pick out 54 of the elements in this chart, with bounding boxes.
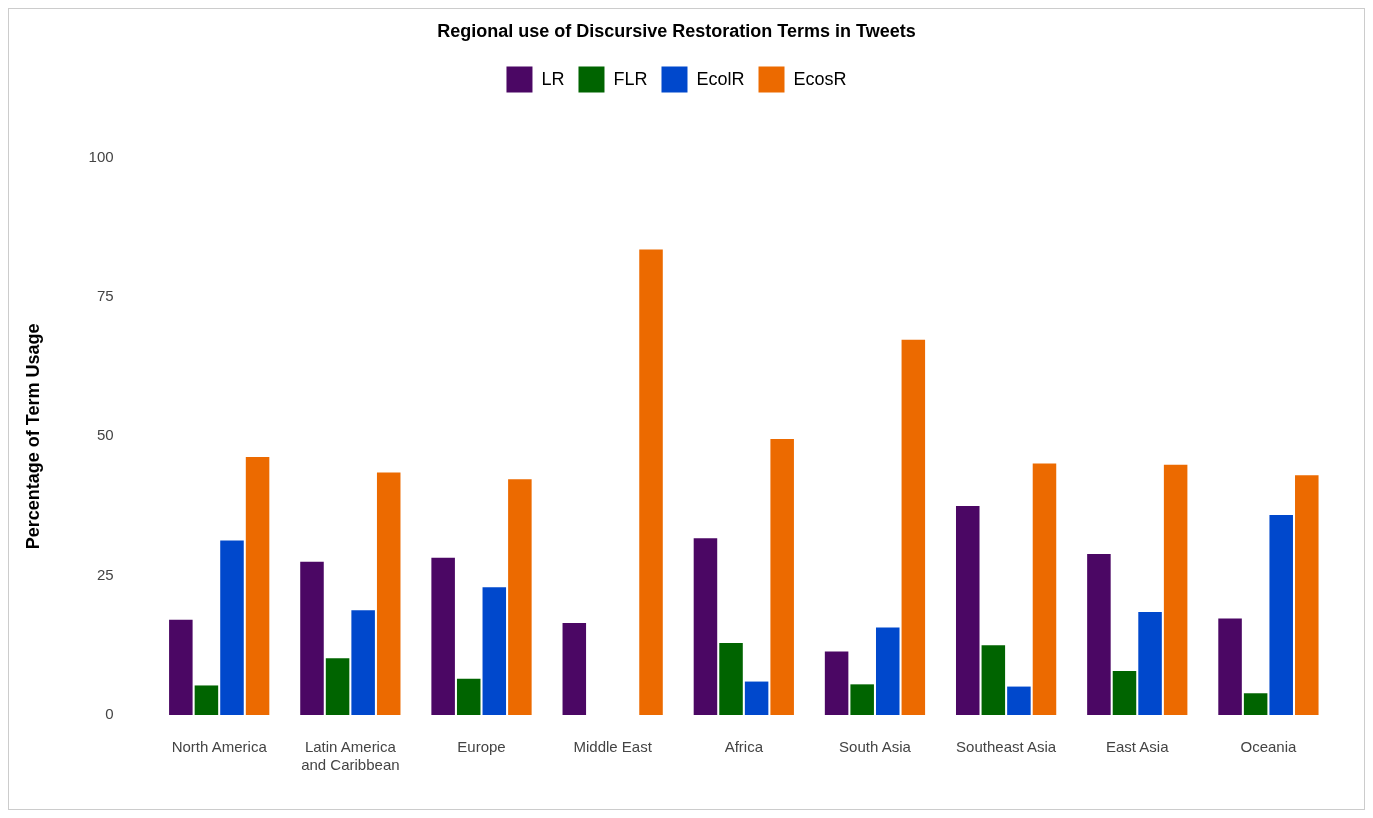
bar	[744, 681, 769, 715]
bar	[901, 339, 926, 715]
y-tick-label: 75	[96, 287, 114, 305]
bar	[1218, 618, 1242, 715]
legend-label: LR	[541, 68, 565, 89]
y-tick-label: 0	[105, 705, 114, 723]
bar	[770, 439, 794, 715]
bar	[325, 658, 350, 715]
x-tick-label: Oceania	[1240, 738, 1298, 756]
bar	[431, 557, 455, 715]
bar	[1112, 670, 1137, 715]
bar	[300, 561, 324, 715]
bar	[482, 587, 507, 715]
bar	[562, 623, 587, 715]
bar	[456, 678, 481, 715]
legend-label: FLR	[613, 68, 648, 89]
bar	[955, 505, 980, 715]
legend-label: EcolR	[696, 68, 745, 89]
bar	[351, 610, 375, 715]
bar	[169, 619, 193, 715]
bar	[508, 479, 532, 715]
bar	[850, 684, 874, 715]
bar	[245, 456, 270, 715]
y-axis-title: Percentage of Term Usage	[22, 323, 43, 550]
x-tick-label: East Asia	[1106, 738, 1170, 756]
bar	[1163, 464, 1188, 715]
legend-label: EcosR	[793, 68, 847, 89]
bar	[693, 538, 718, 715]
bar	[875, 627, 900, 715]
bar	[1138, 611, 1162, 715]
chart-title: Regional use of Discursive Restoration Terms in Tweets	[437, 20, 916, 41]
x-tick-label: North America	[171, 738, 268, 756]
x-tick-label: Africa	[724, 738, 764, 756]
bar	[1032, 463, 1057, 715]
bar	[639, 249, 663, 715]
bar	[1007, 686, 1031, 715]
x-tick-label: Europe	[457, 738, 506, 756]
bar	[1269, 514, 1293, 715]
y-tick-label: 25	[96, 565, 114, 583]
bar	[719, 643, 743, 715]
x-tick-label: South Asia	[839, 738, 912, 756]
bar	[1243, 693, 1268, 715]
bar	[376, 472, 401, 715]
bar	[981, 645, 1006, 715]
bar	[1295, 475, 1319, 715]
bar	[220, 540, 244, 715]
x-tick-label: Southeast Asia	[956, 738, 1057, 756]
y-tick-label: 100	[88, 147, 114, 165]
x-tick-label: Middle East	[573, 738, 653, 756]
bar	[824, 651, 849, 715]
y-tick-label: 50	[96, 426, 114, 444]
bar	[194, 685, 219, 715]
x-tick-label: Latin America and Caribbean	[301, 738, 400, 774]
bar	[1087, 553, 1111, 715]
